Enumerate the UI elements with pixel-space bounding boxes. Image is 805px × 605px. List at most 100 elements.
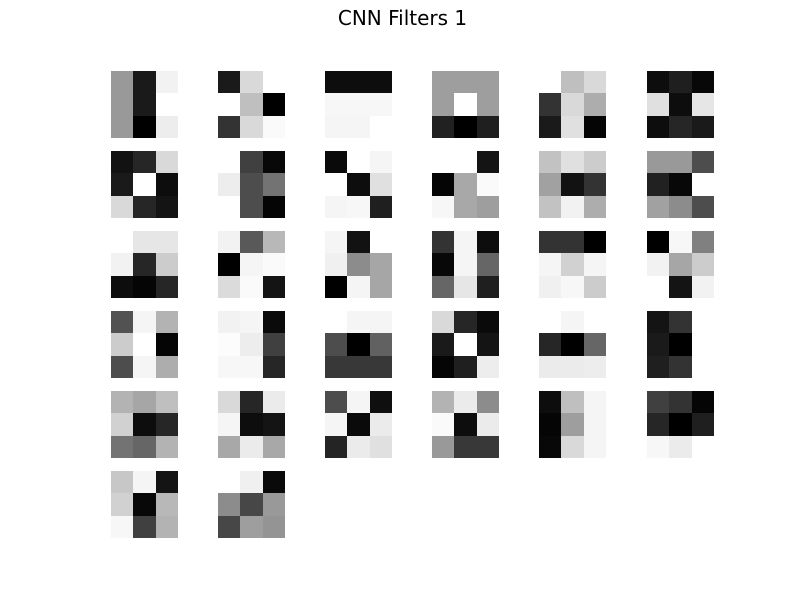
filter-27-cell-2-1 <box>347 435 370 458</box>
filter-18-cell-2-0 <box>647 275 670 298</box>
filter-12-cell-1-1 <box>669 173 692 196</box>
filter-8-cell-2-1 <box>240 195 263 218</box>
filter-14-cell-1-1 <box>240 253 263 276</box>
filter-20-cell-2-1 <box>240 355 263 378</box>
filter-20-cell-1-2 <box>262 333 285 356</box>
filter-22-cell-0-0 <box>432 311 455 334</box>
filter-19-cell-0-1 <box>133 311 156 334</box>
filter-7-cell-0-0 <box>111 151 134 174</box>
filter-12-cell-1-2 <box>691 173 714 196</box>
filter-6-cell-2-1 <box>669 115 692 138</box>
filter-30-cell-1-1 <box>669 413 692 436</box>
filter-30-cell-1-2 <box>691 413 714 436</box>
filter-16-cell-0-0 <box>432 231 455 254</box>
filter-26-cell-0-2 <box>262 391 285 414</box>
filter-18-cell-2-1 <box>669 275 692 298</box>
filter-16-cell-0-1 <box>454 231 477 254</box>
filter-5-cell-0-0 <box>539 71 562 94</box>
filter-5-cell-1-0 <box>539 93 562 116</box>
filter-3-cell-1-2 <box>369 93 392 116</box>
filter-11-cell-1-0 <box>539 173 562 196</box>
filter-32-cell-0-2 <box>262 471 285 494</box>
filter-9-cell-0-0 <box>325 151 348 174</box>
filter-2-cell-1-0 <box>218 93 241 116</box>
filter-23-cell-0-2 <box>583 311 606 334</box>
filter-26-cell-2-0 <box>218 435 241 458</box>
filter-10-cell-1-0 <box>432 173 455 196</box>
filter-17-cell-2-2 <box>583 275 606 298</box>
filter-22-cell-1-1 <box>454 333 477 356</box>
filter-13-cell-0-2 <box>155 231 178 254</box>
filter-10-cell-2-1 <box>454 195 477 218</box>
filter-2-cell-0-1 <box>240 71 263 94</box>
filter-9-cell-2-1 <box>347 195 370 218</box>
filter-10-cell-1-1 <box>454 173 477 196</box>
filter-7 <box>111 151 178 218</box>
filter-3-cell-0-1 <box>347 71 370 94</box>
filter-30-cell-2-1 <box>669 435 692 458</box>
filter-29-cell-1-0 <box>539 413 562 436</box>
filter-1 <box>111 71 178 138</box>
filter-15-cell-1-1 <box>347 253 370 276</box>
filter-4-cell-2-1 <box>454 115 477 138</box>
filter-14-cell-1-2 <box>262 253 285 276</box>
filter-31-cell-1-1 <box>133 493 156 516</box>
filter-5-cell-2-0 <box>539 115 562 138</box>
filter-15 <box>325 231 392 298</box>
filter-25-cell-0-2 <box>155 391 178 414</box>
filter-23-cell-2-1 <box>561 355 584 378</box>
filter-1-cell-0-0 <box>111 71 134 94</box>
filter-25-cell-2-1 <box>133 435 156 458</box>
filter-16-cell-1-1 <box>454 253 477 276</box>
filter-7-cell-2-0 <box>111 195 134 218</box>
filter-28-cell-1-2 <box>476 413 499 436</box>
filter-15-cell-1-2 <box>369 253 392 276</box>
filter-4-cell-0-1 <box>454 71 477 94</box>
filter-22-cell-0-2 <box>476 311 499 334</box>
filter-26-cell-0-0 <box>218 391 241 414</box>
filter-3-cell-2-1 <box>347 115 370 138</box>
filter-21-cell-1-2 <box>369 333 392 356</box>
filter-8-cell-2-2 <box>262 195 285 218</box>
filter-27-cell-1-0 <box>325 413 348 436</box>
filter-2-cell-0-2 <box>262 71 285 94</box>
filter-11-cell-0-0 <box>539 151 562 174</box>
filter-26-cell-2-1 <box>240 435 263 458</box>
filter-13-cell-2-2 <box>155 275 178 298</box>
filter-17-cell-1-0 <box>539 253 562 276</box>
filter-10-cell-2-0 <box>432 195 455 218</box>
filter-30-cell-0-1 <box>669 391 692 414</box>
filter-24-cell-0-2 <box>691 311 714 334</box>
filter-1-cell-0-1 <box>133 71 156 94</box>
filter-9-cell-0-2 <box>369 151 392 174</box>
filter-29-cell-1-1 <box>561 413 584 436</box>
filter-25-cell-1-1 <box>133 413 156 436</box>
filter-31-cell-1-2 <box>155 493 178 516</box>
filter-17-cell-0-0 <box>539 231 562 254</box>
filter-27-cell-0-1 <box>347 391 370 414</box>
filter-32-cell-2-0 <box>218 515 241 538</box>
filter-9-cell-1-0 <box>325 173 348 196</box>
filter-9-cell-1-1 <box>347 173 370 196</box>
filter-14 <box>218 231 285 298</box>
filter-17-cell-2-1 <box>561 275 584 298</box>
filter-16-cell-0-2 <box>476 231 499 254</box>
filter-24-cell-1-2 <box>691 333 714 356</box>
filter-18-cell-2-2 <box>691 275 714 298</box>
filter-23-cell-0-0 <box>539 311 562 334</box>
filter-5-cell-0-2 <box>583 71 606 94</box>
filter-1-cell-1-2 <box>155 93 178 116</box>
filter-20 <box>218 311 285 378</box>
filter-11-cell-0-2 <box>583 151 606 174</box>
filter-6-cell-1-1 <box>669 93 692 116</box>
filter-27 <box>325 391 392 458</box>
filter-2-cell-1-1 <box>240 93 263 116</box>
filter-32-cell-1-2 <box>262 493 285 516</box>
filter-28-cell-2-0 <box>432 435 455 458</box>
filter-5-cell-1-1 <box>561 93 584 116</box>
filter-16-cell-2-0 <box>432 275 455 298</box>
filter-15-cell-0-1 <box>347 231 370 254</box>
filter-32-cell-2-1 <box>240 515 263 538</box>
filter-13-cell-2-0 <box>111 275 134 298</box>
filter-16-cell-2-1 <box>454 275 477 298</box>
